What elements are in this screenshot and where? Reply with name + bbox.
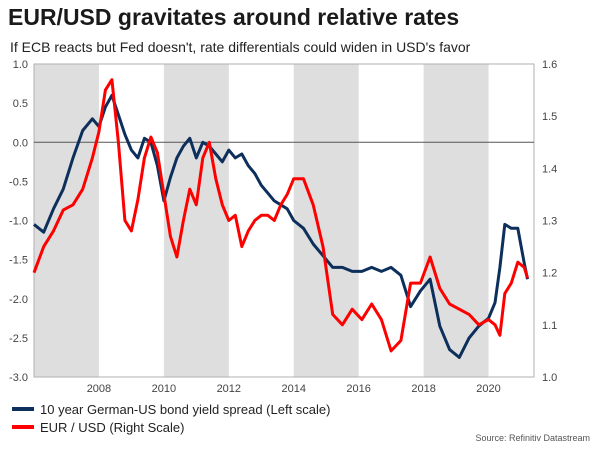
- x-tick-label: 2016: [346, 383, 370, 395]
- x-tick-label: 2018: [411, 383, 435, 395]
- legend-swatch-eurusd: [12, 425, 34, 429]
- shaded-period-1: [163, 64, 229, 377]
- source-note: Source: Refinitiv Datastream: [475, 433, 590, 443]
- shaded-period-3: [423, 64, 489, 377]
- spread-series-line: [33, 93, 529, 359]
- right-tick-label: 1.2: [542, 268, 557, 280]
- shaded-period-0: [34, 64, 99, 377]
- legend-label-spread: 10 year German-US bond yield spread (Lef…: [40, 401, 331, 417]
- x-tick-label: 2010: [152, 383, 176, 395]
- x-tick-label: 2014: [281, 383, 305, 395]
- x-tick-label: 2008: [87, 383, 111, 395]
- left-tick-label: -2.5: [9, 333, 28, 345]
- right-tick-label: 1.3: [542, 216, 557, 228]
- plot-frame: [33, 63, 535, 378]
- left-tick-label: -0.5: [9, 176, 28, 188]
- left-tick-label: -1.5: [9, 255, 28, 267]
- x-tick-label: 2020: [476, 383, 500, 395]
- x-axis: 2008 2010 2012 2014 2016 2018 2020: [87, 383, 501, 395]
- right-tick-label: 1.1: [542, 320, 557, 332]
- chart-title: EUR/USD gravitates around relative rates: [8, 4, 460, 30]
- left-tick-label: -2.0: [9, 294, 28, 306]
- right-tick-label: 1.5: [542, 111, 557, 123]
- left-axis: 1.0 0.5 0.0 -0.5 -1.0 -1.5 -2.0 -2.5 -3.0: [9, 59, 28, 384]
- x-tick-label: 2012: [217, 383, 241, 395]
- legend: 10 year German-US bond yield spread (Lef…: [12, 400, 330, 436]
- left-tick-label: 0.5: [13, 98, 28, 110]
- right-tick-label: 1.4: [542, 163, 557, 175]
- left-tick-label: 1.0: [13, 59, 28, 71]
- right-axis: 1.6 1.5 1.4 1.3 1.2 1.1 1.0: [542, 59, 557, 384]
- chart-subtitle: If ECB reacts but Fed doesn't, rate diff…: [10, 39, 471, 55]
- left-tick-label: 0.0: [13, 137, 28, 149]
- shaded-period-2: [293, 64, 359, 377]
- left-tick-label: -3.0: [9, 372, 28, 384]
- right-tick-label: 1.0: [542, 372, 557, 384]
- legend-swatch-spread: [12, 407, 34, 411]
- legend-label-eurusd: EUR / USD (Right Scale): [40, 419, 185, 435]
- legend-item-eurusd: EUR / USD (Right Scale): [12, 418, 330, 436]
- eurusd-series-line: [32, 78, 529, 353]
- left-tick-label: -1.0: [9, 216, 28, 228]
- right-tick-label: 1.6: [542, 59, 557, 71]
- legend-item-spread: 10 year German-US bond yield spread (Lef…: [12, 400, 330, 418]
